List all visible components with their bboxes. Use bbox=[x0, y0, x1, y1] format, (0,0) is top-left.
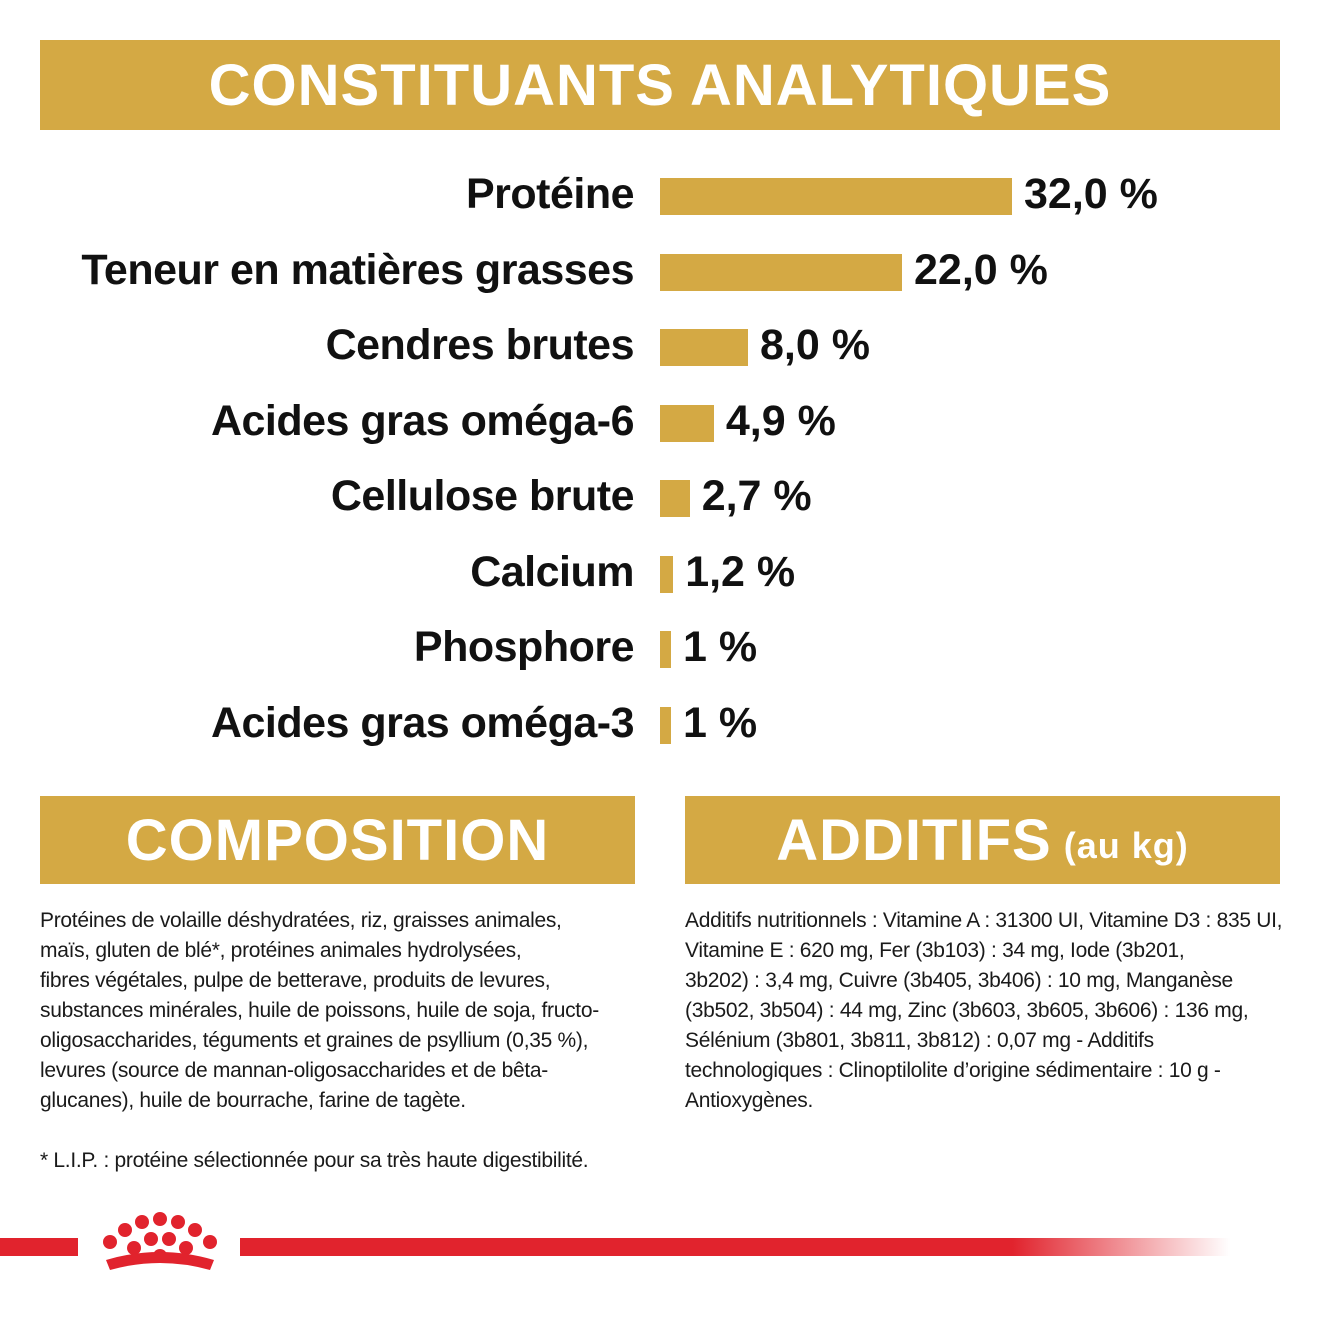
page-title: CONSTITUANTS ANALYTIQUES bbox=[208, 52, 1112, 118]
additives-line: technologiques : Clinoptilolite d’origin… bbox=[685, 1059, 1221, 1082]
additives-line: Sélénium (3b801, 3b811, 3b812) : 0,07 mg… bbox=[685, 1029, 1154, 1052]
nutrient-bar bbox=[660, 404, 714, 442]
nutrient-value: 1 % bbox=[683, 698, 758, 747]
additives-title-suffix: (au kg) bbox=[1063, 825, 1189, 866]
analytical-constituents-banner: CONSTITUANTS ANALYTIQUES bbox=[40, 40, 1280, 130]
nutrient-label: Teneur en matières grasses bbox=[81, 245, 634, 294]
brand-stripe-right bbox=[240, 1238, 1230, 1256]
nutrient-bar bbox=[660, 329, 748, 366]
nutrient-label: Cellulose brute bbox=[330, 472, 635, 520]
additives-banner: ADDITIFS (au kg) bbox=[685, 796, 1280, 884]
composition-line: maïs, gluten de blé*, protéines animales… bbox=[40, 939, 522, 962]
composition-line: glucanes), huile de bourrache, farine de… bbox=[40, 1089, 466, 1112]
additives-line: Additifs nutritionnels : Vitamine A : 31… bbox=[685, 909, 1283, 932]
crown-icon bbox=[103, 1212, 217, 1270]
nutrient-bar bbox=[660, 480, 690, 517]
nutrient-value: 32,0 % bbox=[1024, 170, 1158, 218]
composition-banner: COMPOSITION bbox=[40, 796, 635, 884]
nutrient-value: 1 % bbox=[683, 623, 758, 671]
nutrient-bar-chart: Protéine 32,0 % Teneur en matières grasses… bbox=[0, 160, 1320, 760]
additives-line: Vitamine E : 620 mg, Fer (3b103) : 34 mg… bbox=[685, 939, 1185, 962]
nutrient-label: Acides gras oméga-6 bbox=[210, 396, 635, 445]
nutrient-value: 4,9 % bbox=[725, 396, 836, 445]
nutrient-bar bbox=[660, 631, 671, 668]
nutrient-bar bbox=[660, 555, 674, 593]
additives-line: (3b502, 3b504) : 44 mg, Zinc (3b603, 3b6… bbox=[685, 999, 1249, 1022]
nutrient-value: 8,0 % bbox=[760, 321, 870, 369]
composition-footnote: * L.I.P. : protéine sélectionnée pour sa… bbox=[40, 1149, 589, 1172]
composition-line: Protéines de volaille déshydratées, riz,… bbox=[40, 909, 562, 932]
nutrient-value: 22,0 % bbox=[914, 245, 1048, 294]
composition-line: substances minérales, huile de poissons,… bbox=[40, 999, 599, 1022]
additives-line: 3b202) : 3,4 mg, Cuivre (3b405, 3b406) :… bbox=[685, 969, 1233, 992]
nutrient-label: Cendres brutes bbox=[325, 321, 635, 369]
additives-title: ADDITIFS bbox=[776, 807, 1052, 873]
composition-title: COMPOSITION bbox=[125, 807, 550, 873]
composition-line: fibres végétales, pulpe de betterave, pr… bbox=[40, 969, 551, 992]
nutrient-bar bbox=[660, 253, 902, 291]
additives-line: Antioxygènes. bbox=[685, 1089, 814, 1112]
nutrient-value: 1,2 % bbox=[685, 547, 796, 596]
composition-line: levures (source de mannan-oligosaccharid… bbox=[40, 1059, 548, 1082]
nutrient-bar bbox=[660, 706, 671, 744]
composition-line: oligosaccharides, téguments et graines d… bbox=[40, 1029, 589, 1052]
nutrient-value: 2,7 % bbox=[701, 472, 812, 520]
nutrient-label: Protéine bbox=[465, 170, 635, 218]
brand-stripe-left bbox=[0, 1238, 78, 1256]
nutrient-label: Acides gras oméga-3 bbox=[210, 698, 635, 747]
nutrient-label: Phosphore bbox=[413, 623, 635, 671]
additives-text: Additifs nutritionnels : Vitamine A : 31… bbox=[685, 906, 1285, 1116]
nutrient-label: Calcium bbox=[470, 547, 634, 596]
nutrient-bar bbox=[660, 178, 1012, 215]
composition-text: Protéines de volaille déshydratées, riz,… bbox=[40, 906, 640, 1116]
